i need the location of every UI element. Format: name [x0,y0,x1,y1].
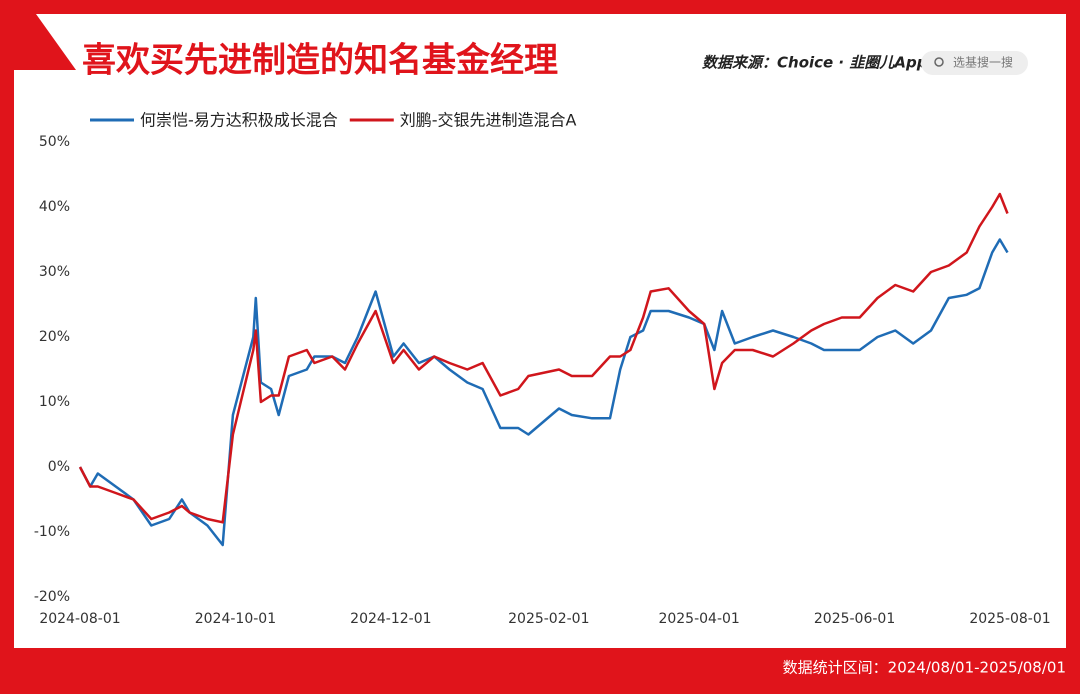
corner-mark [14,14,76,70]
y-tick-label: 10% [39,394,70,410]
source: 数据来源：Choice · 韭圈儿App [702,54,928,72]
chart-title: 喜欢买先进制造的知名基金经理 [82,41,558,81]
y-tick-label: 40% [39,199,70,215]
x-tick-label: 2025-04-01 [658,611,739,627]
x-tick-label: 2024-12-01 [350,611,431,627]
x-tick-label: 2025-08-01 [969,611,1050,627]
search-box[interactable] [921,51,1028,75]
search-text[interactable]: 选基搜一搜 [953,55,1013,70]
y-tick-label: 0% [48,459,70,475]
footnote: 数据统计区间：2024/08/01-2025/08/01 [783,659,1066,677]
series-line [78,192,1009,524]
y-tick-label: 20% [39,329,70,345]
y-tick-label: -10% [34,524,70,540]
legend-label: 何崇恺-易方达积极成长混合 [140,111,338,130]
y-tick-label: -20% [34,589,70,605]
x-tick-label: 2024-10-01 [195,611,276,627]
panel [14,14,1066,648]
x-tick-label: 2024-08-01 [39,611,120,627]
legend-label: 刘鹏-交银先进制造混合A [400,111,577,130]
y-tick-label: 30% [39,264,70,280]
x-tick-label: 2025-06-01 [814,611,895,627]
y-tick-label: 50% [39,134,70,150]
search-icon [934,57,944,67]
x-tick-label: 2025-02-01 [508,611,589,627]
